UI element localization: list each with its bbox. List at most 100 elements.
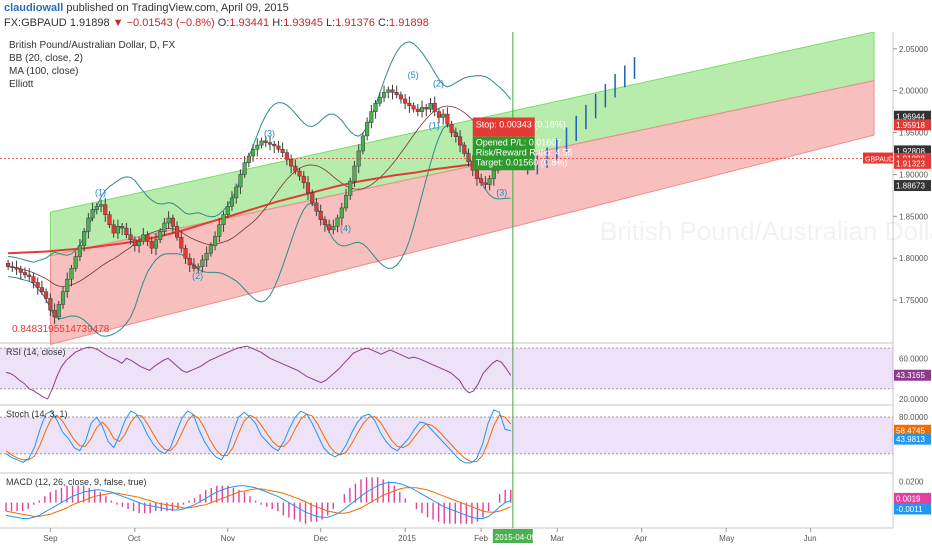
candle	[479, 178, 484, 184]
candle	[6, 262, 11, 267]
bb-basis-line	[8, 105, 511, 287]
candle	[445, 113, 450, 125]
candle	[487, 178, 492, 185]
price-tick-label: 1.75000	[899, 296, 928, 305]
high-value: 1.93945	[283, 17, 323, 29]
candle	[411, 105, 416, 110]
price-tag	[894, 110, 931, 122]
target-zone	[472, 136, 535, 171]
elliott-wave-label: (3)	[264, 129, 275, 139]
watermark: British Pound/Australian Dollar	[600, 216, 932, 246]
candle	[22, 272, 28, 276]
indicator-tick-label: 60.0000	[899, 354, 928, 363]
stop-label: Stop: 0.00343 (0.18%)	[476, 119, 566, 129]
price-tick-label: 1.95000	[899, 129, 928, 138]
time-tick-label: May	[719, 534, 734, 543]
candle	[352, 165, 357, 182]
opened-pl-label: Opened P/L: 0.01607	[476, 138, 562, 148]
candle	[27, 274, 32, 277]
price-tag-label: 1.92808	[896, 147, 925, 156]
close-value: 1.91898	[389, 17, 429, 29]
candle	[200, 259, 205, 267]
candle	[52, 309, 57, 318]
candle	[44, 291, 49, 299]
candle	[331, 226, 336, 230]
high-label: H:	[272, 17, 284, 29]
candle	[128, 234, 133, 241]
candle	[229, 197, 235, 207]
publisher-username[interactable]: claudiowall	[4, 2, 64, 14]
time-tick-label: Oct	[128, 534, 141, 543]
candle	[234, 186, 239, 199]
price-tag-label: 1.96944	[896, 112, 925, 121]
time-tick-label: Dec	[314, 534, 328, 543]
candle	[204, 252, 209, 261]
down-arrow-icon: ▼	[112, 17, 124, 29]
candle	[322, 219, 327, 225]
indicator-title: Stoch (14, 3, 1)	[6, 409, 68, 419]
close-label: C:	[378, 17, 390, 29]
candle	[360, 135, 365, 152]
time-tick-label: Mar	[550, 534, 564, 543]
candle	[73, 256, 78, 269]
candle	[251, 149, 256, 157]
price-tick-label: 1.80000	[899, 254, 928, 263]
candle	[213, 236, 218, 246]
candle	[94, 206, 99, 210]
candle	[403, 98, 408, 104]
candle	[115, 226, 120, 234]
candle	[394, 92, 399, 96]
candle	[77, 245, 82, 257]
candle	[107, 214, 112, 225]
candle	[166, 217, 171, 224]
candle	[365, 122, 370, 137]
indicator-title: MACD (12, 26, close, 9, false, true)	[6, 477, 147, 487]
candle	[373, 102, 378, 112]
candle	[145, 234, 150, 242]
candle	[449, 123, 454, 133]
indicator-value-label: -0.0011	[896, 505, 923, 514]
candle	[132, 239, 137, 246]
candle	[149, 241, 154, 249]
candle	[398, 94, 403, 100]
candle	[137, 241, 142, 246]
indicator-value-tag	[894, 424, 931, 436]
elliott-wave-label: (2)	[192, 271, 203, 281]
candle	[90, 209, 95, 219]
stop-zone	[472, 117, 535, 137]
indicator-value-label: 0.0019	[896, 494, 921, 503]
candle	[56, 304, 61, 318]
candle	[191, 264, 197, 269]
indicator-tick-label: 20.0000	[899, 395, 928, 404]
candle	[267, 142, 273, 145]
candle	[284, 152, 289, 160]
candle	[327, 224, 332, 230]
time-tick-label: Nov	[221, 534, 235, 543]
candle	[187, 257, 192, 266]
candle	[225, 206, 230, 215]
candle	[141, 234, 146, 242]
price-tag	[894, 157, 931, 169]
candle	[390, 89, 395, 93]
candle	[158, 231, 163, 241]
candle	[183, 247, 188, 259]
price-tick-label: 1.85000	[899, 212, 928, 221]
candle	[474, 169, 480, 179]
candle	[246, 155, 251, 163]
candle	[428, 102, 433, 110]
candle	[386, 89, 391, 93]
candle	[120, 226, 125, 229]
price-change: −0.01543 (−0.8%)	[126, 17, 215, 29]
indicator-tick-label: 80.0000	[899, 413, 928, 422]
symbol-tag	[863, 152, 893, 164]
candle	[86, 217, 91, 232]
candle	[335, 217, 340, 227]
time-tick-label: Feb	[474, 534, 488, 543]
price-tag	[894, 180, 931, 192]
indicator-value-tag	[894, 503, 931, 515]
rsi-band	[0, 348, 893, 389]
chart-canvas[interactable]: Stop: 0.00343 (0.18%) Opened P/L: 0.01607…	[0, 32, 932, 550]
candle	[458, 136, 463, 146]
elliott-wave-label: (4)	[340, 223, 351, 233]
